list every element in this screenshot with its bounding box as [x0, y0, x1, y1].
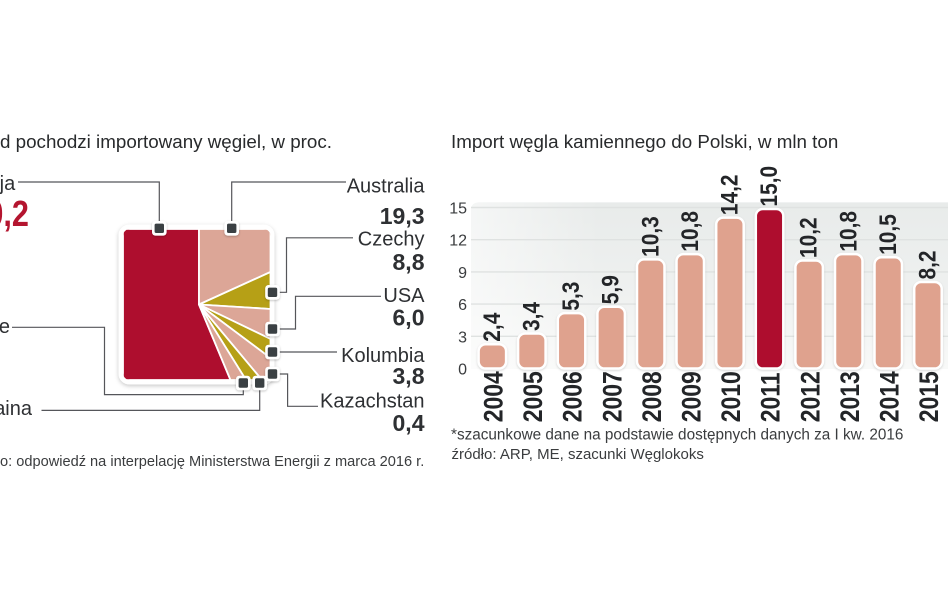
- svg-text:Import węgla kamiennego do Pol: Import węgla kamiennego do Polski, w mln…: [451, 131, 838, 152]
- svg-text:12: 12: [449, 233, 467, 250]
- svg-text:10,2: 10,2: [795, 217, 822, 258]
- svg-text:15,0: 15,0: [756, 166, 783, 207]
- svg-text:3: 3: [458, 329, 467, 346]
- svg-text:ja: ja: [0, 173, 16, 195]
- svg-text:źródło: ARP, ME, szacunki Węgl: źródło: ARP, ME, szacunki Węglokoks: [452, 446, 704, 463]
- svg-text:2004: 2004: [479, 371, 509, 422]
- svg-text:USA: USA: [383, 285, 425, 307]
- svg-text:2014: 2014: [875, 371, 905, 422]
- svg-text:e: e: [0, 316, 10, 338]
- svg-text:2008: 2008: [637, 371, 667, 422]
- svg-text:15: 15: [449, 201, 467, 218]
- svg-text:10,8: 10,8: [677, 211, 704, 252]
- svg-text:10,8: 10,8: [835, 211, 862, 252]
- svg-text:2006: 2006: [558, 371, 588, 422]
- svg-text:14,2: 14,2: [716, 174, 743, 215]
- svg-text:5,3: 5,3: [558, 282, 585, 311]
- svg-text:aina: aina: [0, 398, 33, 420]
- svg-text:9: 9: [458, 265, 467, 282]
- svg-text:Czechy: Czechy: [358, 229, 425, 251]
- svg-text:2015: 2015: [914, 371, 944, 422]
- svg-text:2010: 2010: [716, 371, 746, 422]
- svg-text:2005: 2005: [518, 371, 548, 422]
- svg-text:8,2: 8,2: [914, 250, 941, 279]
- svg-text:2013: 2013: [835, 371, 865, 422]
- svg-text:10,5: 10,5: [875, 214, 902, 255]
- svg-text:2007: 2007: [598, 371, 628, 422]
- svg-text:6,0: 6,0: [393, 304, 425, 330]
- svg-text:Kolumbia: Kolumbia: [341, 345, 425, 367]
- svg-text:6: 6: [458, 297, 467, 314]
- svg-text:o: odpowiedź na interpelację M: o: odpowiedź na interpelację Ministerstw…: [0, 454, 424, 470]
- svg-text:Australia: Australia: [347, 175, 426, 197]
- svg-text:0,4: 0,4: [393, 410, 425, 436]
- svg-text:60,2: 60,2: [0, 195, 29, 235]
- svg-text:*szacunkowe dane na podstawie: *szacunkowe dane na podstawie dostępnych…: [451, 427, 903, 444]
- svg-text:10,3: 10,3: [637, 216, 664, 257]
- svg-text:5,9: 5,9: [597, 275, 624, 304]
- svg-text:Kazachstan: Kazachstan: [320, 391, 425, 413]
- svg-text:2012: 2012: [796, 371, 826, 422]
- svg-text:3,8: 3,8: [393, 363, 425, 389]
- svg-text:3,4: 3,4: [518, 302, 545, 331]
- svg-text:2,4: 2,4: [479, 312, 506, 341]
- svg-text:19,3: 19,3: [380, 203, 425, 229]
- svg-text:8,8: 8,8: [393, 249, 425, 275]
- svg-text:2011: 2011: [756, 372, 786, 422]
- svg-text:0: 0: [458, 362, 467, 379]
- svg-text:2009: 2009: [677, 371, 707, 422]
- svg-text:d pochodzi importowany węgiel,: d pochodzi importowany węgiel, w proc.: [0, 131, 332, 152]
